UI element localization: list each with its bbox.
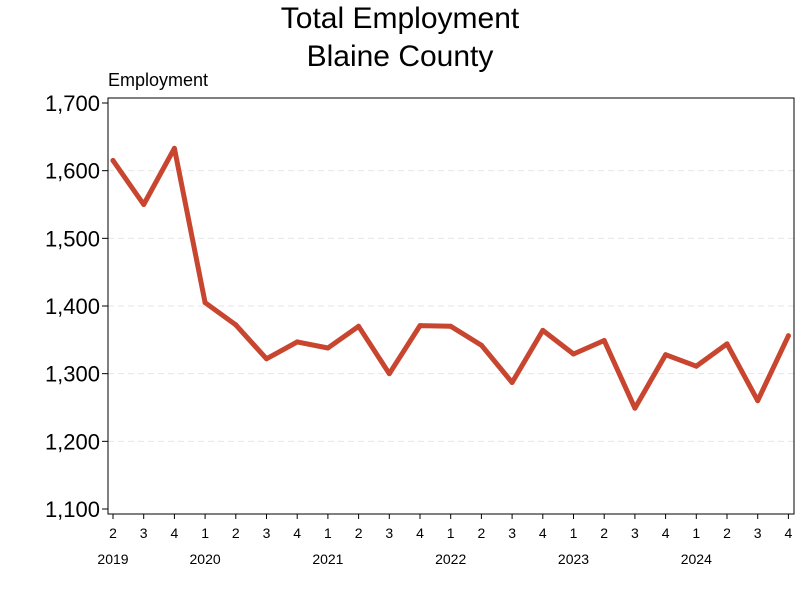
x-year-label-2021: 2021 [312, 551, 343, 567]
data-point-19 [693, 363, 699, 369]
chart-title: Total Employment [280, 2, 520, 35]
data-point-4 [233, 322, 239, 328]
x-year-label-2024: 2024 [681, 551, 712, 567]
x-quarter-label-7: 1 [324, 525, 332, 541]
x-year-label-2023: 2023 [558, 551, 589, 567]
x-quarter-label-16: 2 [600, 525, 608, 541]
y-tick-label-5: 1,600 [45, 159, 100, 184]
data-point-11 [448, 323, 454, 329]
x-quarter-label-9: 3 [385, 525, 393, 541]
y-tick-label-6: 1,700 [45, 91, 100, 116]
data-point-14 [540, 327, 546, 333]
x-quarter-label-6: 4 [293, 525, 301, 541]
y-tick-label-3: 1,400 [45, 294, 100, 319]
data-point-21 [755, 398, 761, 404]
data-point-16 [601, 338, 607, 344]
x-year-label-2019: 2019 [97, 551, 128, 567]
x-quarter-label-20: 2 [723, 525, 731, 541]
data-point-20 [724, 341, 730, 347]
x-quarter-label-4: 2 [232, 525, 240, 541]
y-tick-label-1: 1,200 [45, 429, 100, 454]
x-quarter-label-11: 1 [447, 525, 455, 541]
data-point-9 [386, 371, 392, 377]
y-axis-label: Employment [108, 70, 208, 90]
x-quarter-label-2: 4 [171, 525, 179, 541]
y-tick-label-0: 1,100 [45, 497, 100, 522]
data-point-12 [478, 342, 484, 348]
x-year-label-2020: 2020 [190, 551, 221, 567]
x-quarter-label-22: 4 [785, 525, 793, 541]
x-year-label-2022: 2022 [435, 551, 466, 567]
data-point-10 [417, 323, 423, 329]
x-quarter-label-13: 3 [508, 525, 516, 541]
x-quarter-label-3: 1 [201, 525, 209, 541]
y-tick-label-4: 1,500 [45, 226, 100, 251]
y-tick-label-2: 1,300 [45, 362, 100, 387]
data-point-17 [632, 405, 638, 411]
x-quarter-label-21: 3 [754, 525, 762, 541]
data-point-8 [356, 323, 362, 329]
data-point-2 [171, 145, 177, 151]
data-point-0 [110, 158, 116, 164]
data-point-6 [294, 339, 300, 345]
x-quarter-label-15: 1 [570, 525, 578, 541]
data-point-5 [264, 356, 269, 362]
x-quarter-label-14: 4 [539, 525, 547, 541]
data-point-22 [785, 333, 791, 339]
x-quarter-label-18: 4 [662, 525, 670, 541]
x-quarter-label-10: 4 [416, 525, 424, 541]
x-quarter-label-1: 3 [140, 525, 148, 541]
x-quarter-label-17: 3 [631, 525, 639, 541]
series-line-0 [110, 145, 791, 411]
x-quarter-label-19: 1 [692, 525, 700, 541]
data-point-13 [509, 379, 515, 385]
x-quarter-label-0: 2 [109, 525, 117, 541]
chart-subtitle: Blaine County [306, 40, 494, 73]
x-quarter-label-8: 2 [355, 525, 363, 541]
data-point-7 [325, 345, 331, 351]
data-point-15 [571, 351, 576, 357]
x-quarter-label-12: 2 [478, 525, 486, 541]
data-point-1 [141, 202, 147, 207]
x-quarter-label-5: 3 [263, 525, 271, 541]
data-point-3 [202, 300, 208, 306]
data-point-18 [663, 352, 669, 358]
